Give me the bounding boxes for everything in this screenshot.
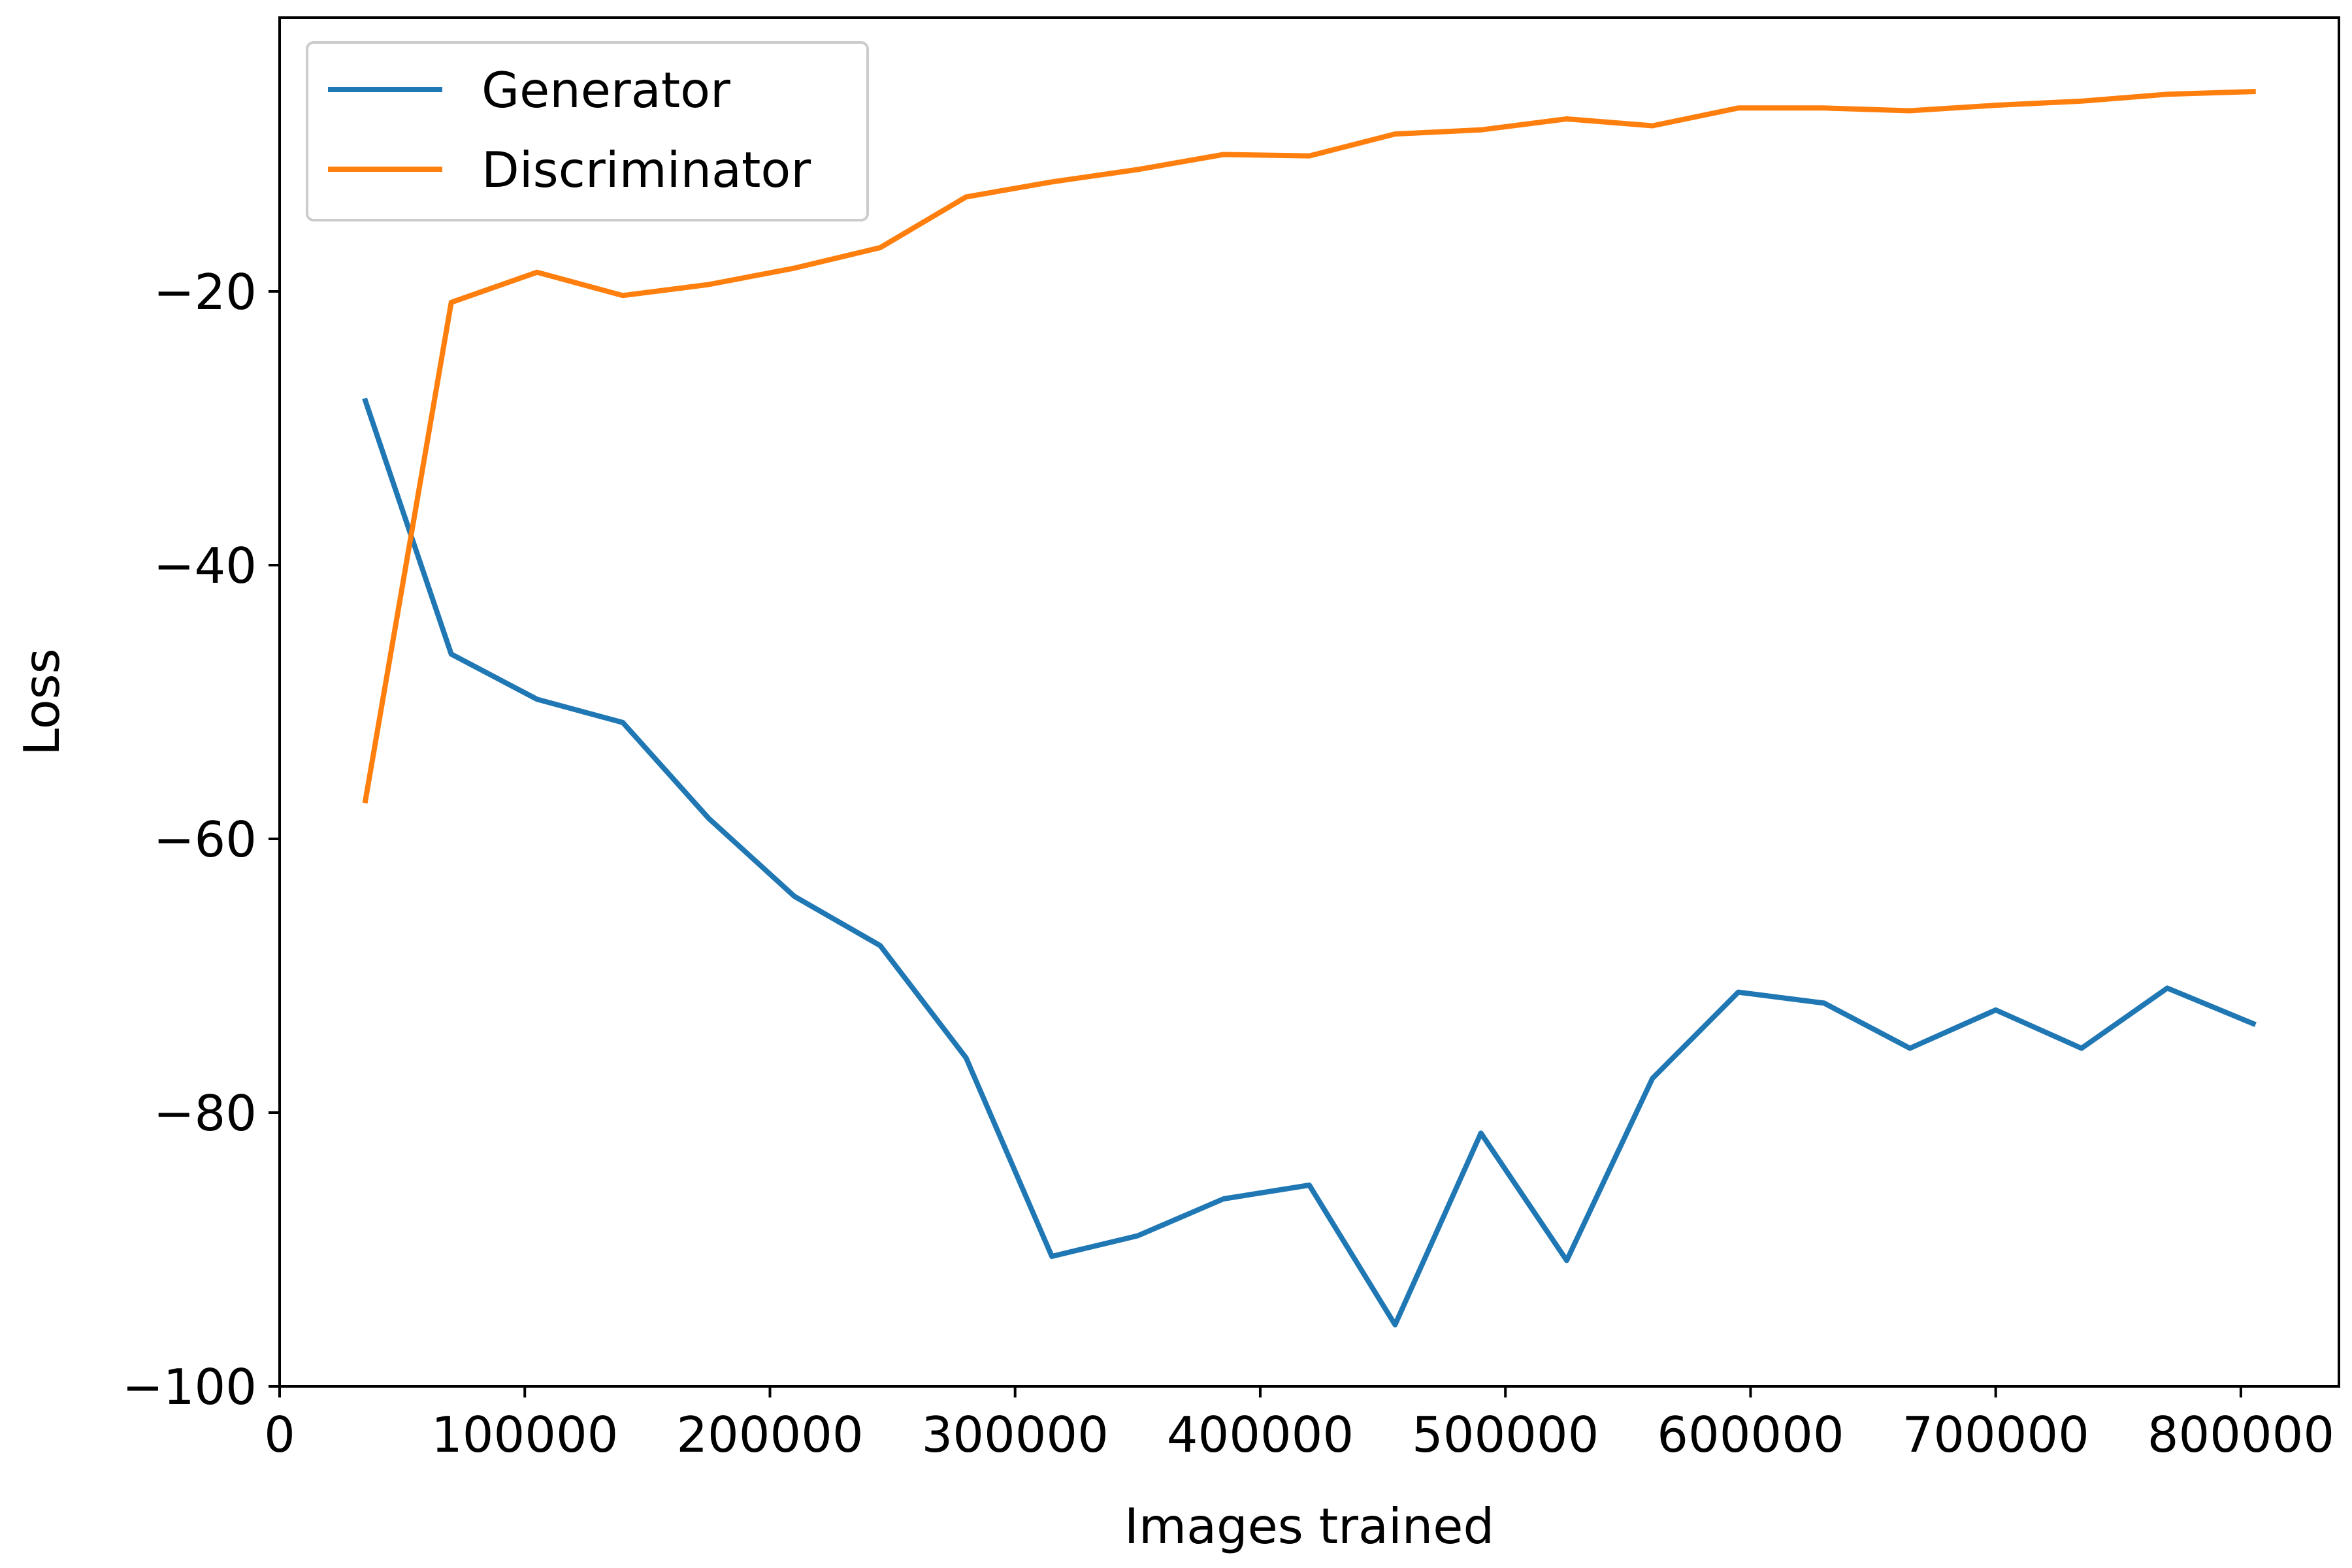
x-tick-label: 100000 xyxy=(431,1406,618,1463)
legend-label-generator: Generator xyxy=(482,61,730,119)
plot-background xyxy=(280,18,2339,1386)
series-line-generator xyxy=(362,397,2257,1328)
series-line-discriminator xyxy=(362,88,2256,804)
legend-box xyxy=(306,41,869,221)
x-tick-label: 800000 xyxy=(2148,1406,2334,1463)
x-tick-label: 300000 xyxy=(922,1406,1109,1463)
x-tick-label: 500000 xyxy=(1412,1406,1599,1463)
x-tick-label: 700000 xyxy=(1903,1406,2089,1463)
x-axis-label: Images trained xyxy=(1124,1497,1494,1555)
legend-label-discriminator: Discriminator xyxy=(482,141,811,199)
x-tick-label: 200000 xyxy=(676,1406,863,1463)
y-tick-label: −20 xyxy=(154,263,257,321)
axes-layer: 0 100000 200000 300000 400000 500000 600000 700… xyxy=(13,16,2340,1555)
legend: Generator Discriminator xyxy=(306,41,869,221)
plot-border xyxy=(278,16,2340,1388)
y-tick-label: −60 xyxy=(154,811,257,868)
y-tick-label: −100 xyxy=(122,1358,257,1416)
x-tick-label: 400000 xyxy=(1167,1406,1354,1463)
y-tick-label: −40 xyxy=(154,537,257,595)
x-tick-label: 600000 xyxy=(1657,1406,1844,1463)
plot-frame xyxy=(280,18,2339,1386)
series-layer xyxy=(362,88,2257,1328)
y-axis-label: Loss xyxy=(13,648,71,756)
x-tick-label: 0 xyxy=(264,1406,295,1463)
y-tick-label: −80 xyxy=(154,1085,257,1142)
